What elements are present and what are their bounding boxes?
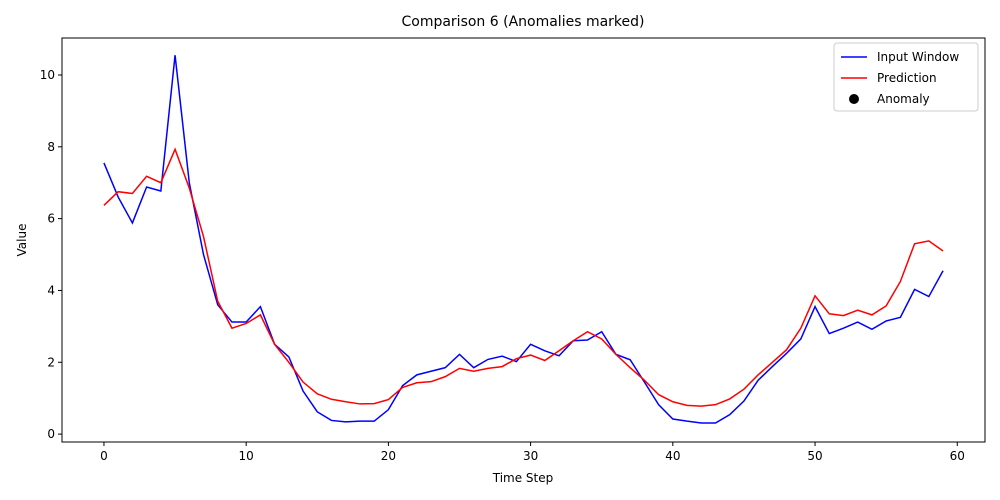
y-tick-label: 4 [47,283,55,297]
line-series [103,55,944,424]
y-tick-label: 10 [40,68,55,82]
legend-label: Input Window [877,50,959,64]
y-tick-label: 8 [47,140,55,154]
legend-box [833,42,979,112]
x-tick-label: 20 [381,449,396,463]
y-tick-label: 2 [47,355,55,369]
x-tick-label: 50 [807,449,822,463]
x-tick-label: 40 [665,449,680,463]
y-axis-label: Value [15,224,29,257]
chart-title: Comparison 6 (Anomalies marked) [401,14,644,30]
legend-label: Prediction [877,71,937,85]
x-axis-label: Time Step [492,471,554,485]
legend-label: Anomaly [877,92,930,106]
legend-marker [849,94,859,104]
line-series [103,147,944,407]
y-tick-label: 6 [47,212,55,226]
y-tick-label: 0 [47,427,55,441]
x-tick-label: 0 [100,449,108,463]
x-tick-label: 30 [523,449,538,463]
x-tick-label: 60 [950,449,965,463]
x-tick-label: 10 [239,449,254,463]
plot-frame [61,37,986,443]
